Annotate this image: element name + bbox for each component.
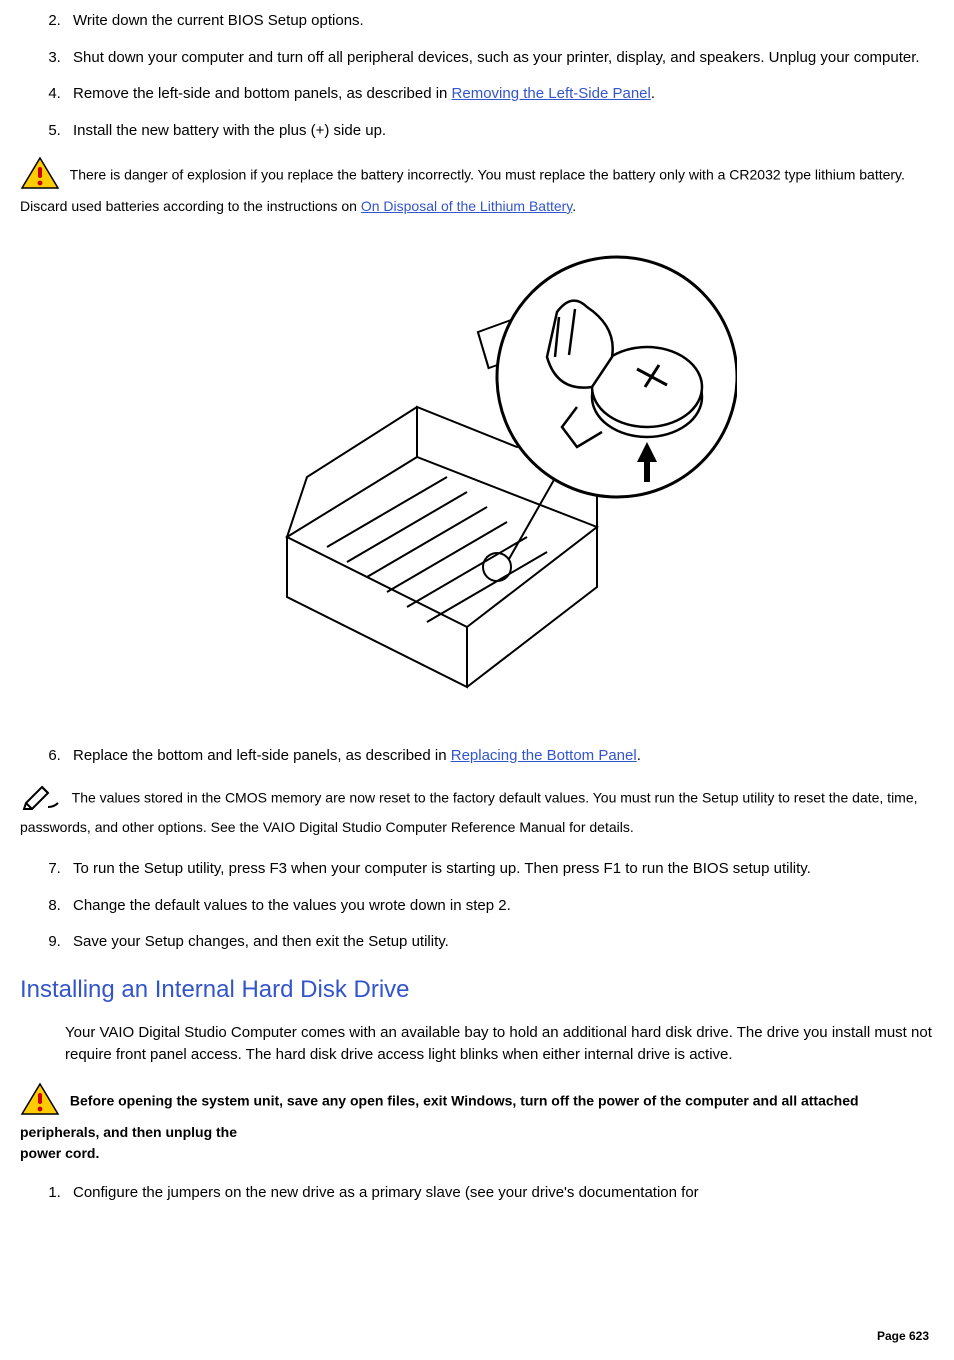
list-item: Replace the bottom and left-side panels,… bbox=[65, 745, 939, 768]
step-text: Write down the current BIOS Setup option… bbox=[73, 12, 364, 29]
section-heading-hdd: Installing an Internal Hard Disk Drive bbox=[15, 972, 939, 1008]
instruction-list-3: To run the Setup utility, press F3 when … bbox=[15, 858, 939, 954]
battery-install-illustration bbox=[15, 237, 939, 715]
intro-paragraph: Your VAIO Digital Studio Computer comes … bbox=[65, 1022, 939, 1067]
instruction-list-1: Write down the current BIOS Setup option… bbox=[15, 10, 939, 142]
step-text: Replace the bottom and left-side panels,… bbox=[73, 747, 451, 764]
warning-text-line1: Before opening the system unit, save any… bbox=[20, 1092, 859, 1139]
step-text: To run the Setup utility, press F3 when … bbox=[73, 860, 811, 877]
list-item: Remove the left-side and bottom panels, … bbox=[65, 83, 939, 106]
link-battery-disposal[interactable]: On Disposal of the Lithium Battery bbox=[361, 198, 572, 214]
step-text: Remove the left-side and bottom panels, … bbox=[73, 85, 452, 102]
warning-power-off: Before opening the system unit, save any… bbox=[15, 1082, 939, 1164]
warning-explosion: There is danger of explosion if you repl… bbox=[15, 156, 939, 217]
list-item: Configure the jumpers on the new drive a… bbox=[65, 1182, 939, 1205]
list-item: Change the default values to the values … bbox=[65, 895, 939, 918]
warning-triangle-icon bbox=[20, 1082, 60, 1122]
step-text: Configure the jumpers on the new drive a… bbox=[73, 1184, 699, 1201]
step-text: Change the default values to the values … bbox=[73, 897, 511, 914]
instruction-list-4: Configure the jumpers on the new drive a… bbox=[15, 1182, 939, 1205]
list-item: Install the new battery with the plus (+… bbox=[65, 120, 939, 143]
list-item: Shut down your computer and turn off all… bbox=[65, 47, 939, 70]
instruction-list-2: Replace the bottom and left-side panels,… bbox=[15, 745, 939, 768]
note-text: The values stored in the CMOS memory are… bbox=[20, 790, 918, 835]
warning-text-line2: power cord. bbox=[20, 1145, 99, 1161]
page-number-label: Page 623 bbox=[877, 1327, 929, 1345]
warning-triangle-icon bbox=[20, 156, 60, 196]
list-item: To run the Setup utility, press F3 when … bbox=[65, 858, 939, 881]
list-item: Write down the current BIOS Setup option… bbox=[65, 10, 939, 33]
step-text: Install the new battery with the plus (+… bbox=[73, 122, 386, 139]
link-removing-panel[interactable]: Removing the Left-Side Panel bbox=[452, 85, 651, 102]
link-replacing-panel[interactable]: Replacing the Bottom Panel bbox=[451, 747, 637, 764]
note-cmos-reset: The values stored in the CMOS memory are… bbox=[15, 781, 939, 838]
step-text: Save your Setup changes, and then exit t… bbox=[73, 933, 449, 950]
list-item: Save your Setup changes, and then exit t… bbox=[65, 931, 939, 954]
pencil-note-icon bbox=[20, 781, 62, 817]
step-text: Shut down your computer and turn off all… bbox=[73, 49, 920, 66]
